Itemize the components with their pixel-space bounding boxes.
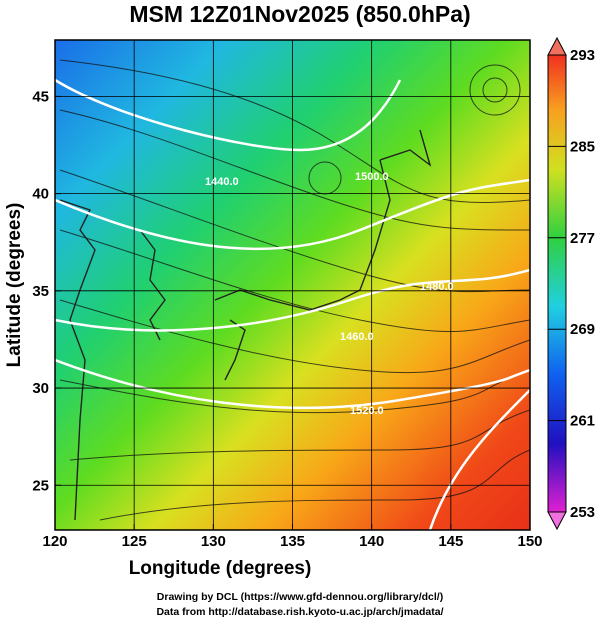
colorbar-min-arrow [547,511,567,531]
colorbar-tick-label: 277 [570,230,595,247]
contour-label: 1480.0 [420,281,454,293]
x-tick-label: 150 [517,533,542,550]
colorbar-max-arrow [547,36,567,56]
streamlines [59,59,530,521]
colorbar-tick-label: 261 [570,413,595,430]
footer-line: Drawing by DCL (https://www.gfd-dennou.o… [157,591,443,603]
x-tick-label: 125 [122,533,147,550]
colorbar-tick-label: 253 [570,504,595,521]
x-axis-label: Longitude (degrees) [129,558,312,579]
contour-label: 1460.0 [340,331,374,343]
x-tick-label: 140 [359,533,384,550]
y-tick-label: 30 [32,380,49,397]
contour-label: 1440.0 [205,176,239,188]
colorbar-tick-label: 269 [570,321,595,338]
y-axis-label: Latitude (degrees) [4,203,25,368]
colorbar [547,54,567,513]
coastlines [59,129,432,521]
x-tick-label: 135 [280,533,305,550]
y-tick-label: 45 [32,88,49,105]
y-tick-label: 25 [32,477,49,494]
colorbar-tick-label: 293 [570,47,595,64]
footer-line: Data from http://database.rish.kyoto-u.a… [156,606,443,618]
x-tick-label: 120 [42,533,67,550]
title: MSM 12Z01Nov2025 (850.0hPa) [129,1,470,27]
contour-label: 1500.0 [355,171,389,183]
grid [55,40,530,530]
x-tick-label: 145 [438,533,463,550]
y-tick-label: 35 [32,283,49,300]
y-tick-label: 40 [32,186,49,203]
map-overlay: 1520.0 1500.0 1480.0 1460.0 1440.0 [55,40,530,530]
contour-label: 1520.0 [350,405,384,417]
x-tick-label: 130 [201,533,226,550]
colorbar-tick-label: 285 [570,138,595,155]
